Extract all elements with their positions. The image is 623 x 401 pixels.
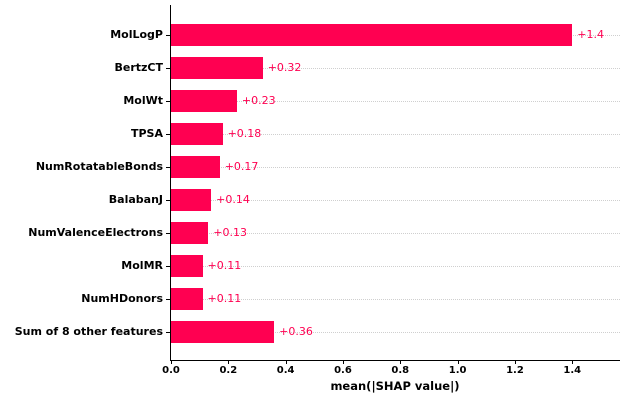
y-axis-tick: [166, 68, 171, 69]
y-axis-tick: [166, 167, 171, 168]
x-axis-tick: [228, 360, 230, 364]
x-axis-tick: [171, 360, 172, 364]
y-axis-label: MolWt: [123, 94, 163, 107]
bar-value-label: +1.4: [577, 28, 604, 41]
bar-TPSA: [171, 123, 223, 145]
gridline: [171, 134, 620, 135]
x-axis-tick-label: 0.4: [276, 365, 295, 376]
y-axis-tick: [166, 35, 171, 36]
bar-NumRotatableBonds: [171, 156, 220, 178]
gridline: [171, 101, 620, 102]
bar-value-label: +0.17: [224, 160, 259, 173]
gridline: [171, 233, 620, 234]
y-axis-tick: [166, 233, 171, 234]
y-axis-tick: [166, 266, 171, 267]
bar-MolWt: [171, 90, 237, 112]
bar-value-label: +0.11: [207, 292, 242, 305]
y-axis-label: NumHDonors: [81, 292, 163, 305]
y-axis-label: NumRotatableBonds: [35, 160, 163, 173]
bar-BalabanJ: [171, 189, 212, 211]
bar-MolLogP: [171, 24, 573, 46]
gridline: [171, 167, 620, 168]
y-axis-tick: [166, 134, 171, 135]
x-axis-tick-label: 1.2: [506, 365, 524, 376]
gridline: [171, 332, 620, 333]
y-axis-label: MolMR: [121, 259, 163, 272]
y-axis-label: BertzCT: [114, 61, 163, 74]
bar-value-label: +0.11: [207, 259, 242, 272]
y-axis-label: NumValenceElectrons: [28, 226, 163, 239]
x-axis-tick-label: 0.8: [391, 365, 410, 376]
x-axis-tick-label: 0.2: [219, 365, 238, 376]
y-axis-tick: [166, 332, 171, 333]
bar-value-label: +0.13: [213, 226, 247, 239]
y-axis-label: MolLogP: [110, 28, 163, 41]
x-axis-tick-label: 0.6: [334, 365, 352, 376]
x-axis-tick-label: 1.4: [563, 365, 582, 376]
x-axis-tick: [514, 360, 516, 364]
bar-value-label: +0.18: [227, 127, 262, 140]
y-axis-label: TPSA: [130, 127, 163, 140]
x-axis-tick-label: 0.0: [162, 365, 180, 376]
plot-area: +1.4 +0.32 +0.23 +0.18 +0.17 +0.14 +0.13 +0.11 +…: [162, 5, 620, 376]
y-axis-label: BalabanJ: [108, 193, 163, 206]
y-axis-tick: [166, 299, 171, 300]
bar-value-label: +0.23: [241, 94, 276, 107]
bar-value-label: +0.14: [216, 193, 250, 206]
x-axis-tick: [457, 360, 459, 364]
bar-NumHDonors: [171, 288, 203, 310]
x-axis-tick: [342, 360, 344, 364]
bar-NumValenceElectrons: [171, 222, 209, 244]
gridline: [171, 200, 620, 201]
x-axis-tick-label: 1.0: [448, 365, 467, 376]
y-axis-label: Sum of 8 other features: [14, 325, 163, 338]
gridline: [171, 68, 620, 69]
bar-value-label: +0.32: [267, 61, 302, 74]
gridline: [171, 266, 620, 267]
bar-Sum of 8 other features: [171, 321, 275, 343]
gridline: [171, 299, 620, 300]
x-axis-tick: [572, 360, 574, 364]
x-axis-tick: [400, 360, 402, 364]
bar-BertzCT: [171, 57, 263, 79]
y-axis-tick: [166, 200, 171, 201]
y-axis-tick: [166, 101, 171, 102]
x-axis-title: mean(|SHAP value|): [330, 379, 460, 393]
bar-value-label: +0.36: [279, 325, 313, 338]
x-axis-tick: [285, 360, 287, 364]
bar-MolMR: [171, 255, 203, 277]
